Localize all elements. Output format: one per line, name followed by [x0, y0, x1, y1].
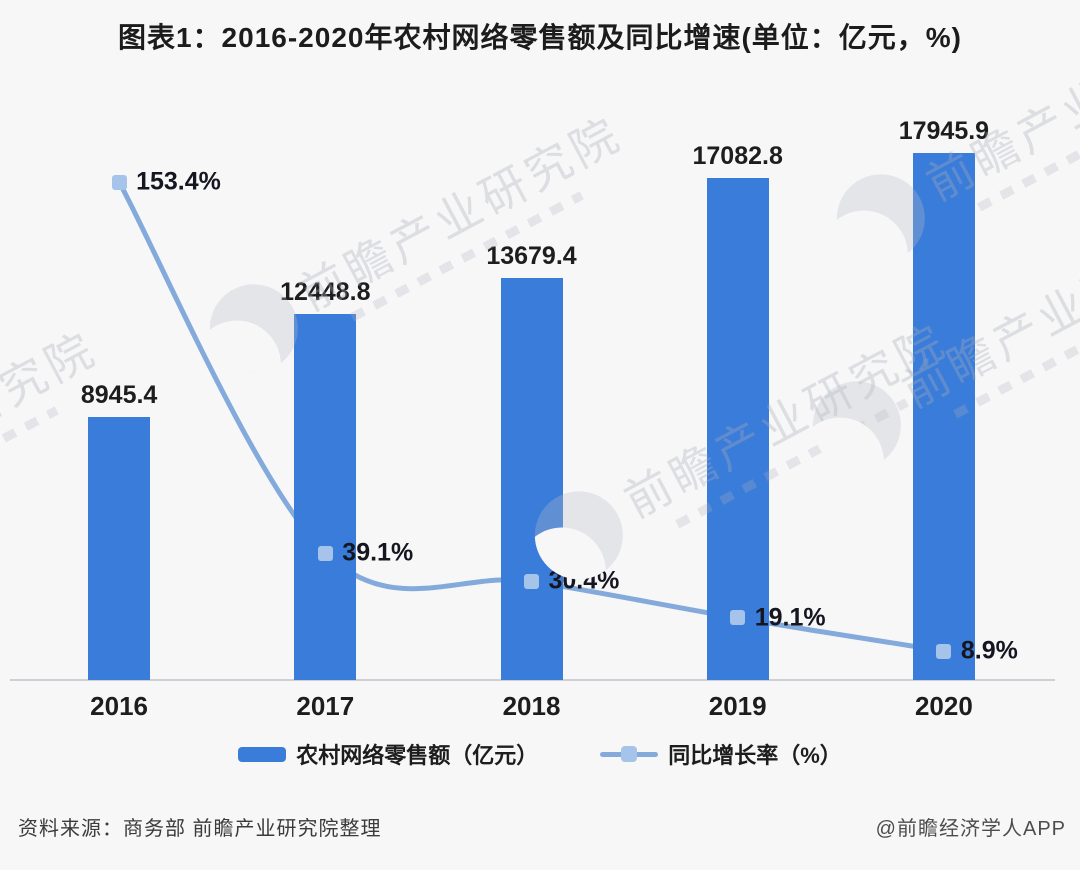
bar-2016 — [88, 417, 151, 680]
line-value-label: 8.9% — [960, 636, 1018, 665]
line-value-label: 30.4% — [548, 566, 620, 595]
line-swatch-marker-icon — [621, 746, 638, 762]
legend-item-line-series: 同比增长率（%） — [600, 738, 842, 770]
legend-bar-label: 农村网络零售额（亿元） — [296, 743, 539, 768]
chart-legend: 农村网络零售额（亿元） 同比增长率（%） — [0, 738, 1080, 770]
legend-item-bar-series: 农村网络零售额（亿元） — [238, 738, 538, 770]
bar-value-label: 17082.8 — [692, 142, 783, 171]
line-value-label: 39.1% — [342, 538, 414, 567]
legend-line-label: 同比增长率（%） — [668, 743, 842, 768]
x-axis-label: 2020 — [914, 691, 973, 721]
credit-text: @前瞻经济学人APP — [875, 818, 1066, 840]
data-source-text: 资料来源：商务部 前瞻产业研究院整理 — [18, 818, 382, 840]
x-axis-line — [10, 679, 1055, 681]
bar-value-label: 13679.4 — [486, 242, 577, 271]
bar-value-label: 12448.8 — [280, 278, 371, 307]
bar-2018 — [500, 278, 563, 680]
x-axis-label: 2016 — [90, 691, 149, 721]
line-marker — [317, 545, 333, 561]
bar-value-label: 17945.9 — [898, 117, 990, 145]
bar-2019 — [706, 178, 769, 680]
line-marker — [936, 643, 952, 659]
x-axis-label: 2017 — [296, 691, 355, 721]
x-axis-label: 2018 — [502, 691, 561, 721]
bar-2017 — [294, 314, 357, 680]
line-value-label: 153.4% — [136, 167, 221, 196]
line-marker — [111, 174, 127, 190]
bar-2020 — [912, 153, 975, 680]
line-value-label: 19.1% — [754, 603, 826, 632]
chart-title: 图表1：2016-2020年农村网络零售额及同比增速(单位：亿元，%) — [117, 22, 963, 53]
bar-series-swatch — [238, 746, 287, 762]
bar-value-label: 8945.4 — [80, 381, 158, 410]
line-marker — [730, 610, 746, 626]
x-axis-label: 2019 — [708, 691, 767, 721]
line-series-swatch — [600, 746, 659, 762]
line-marker — [524, 573, 539, 589]
